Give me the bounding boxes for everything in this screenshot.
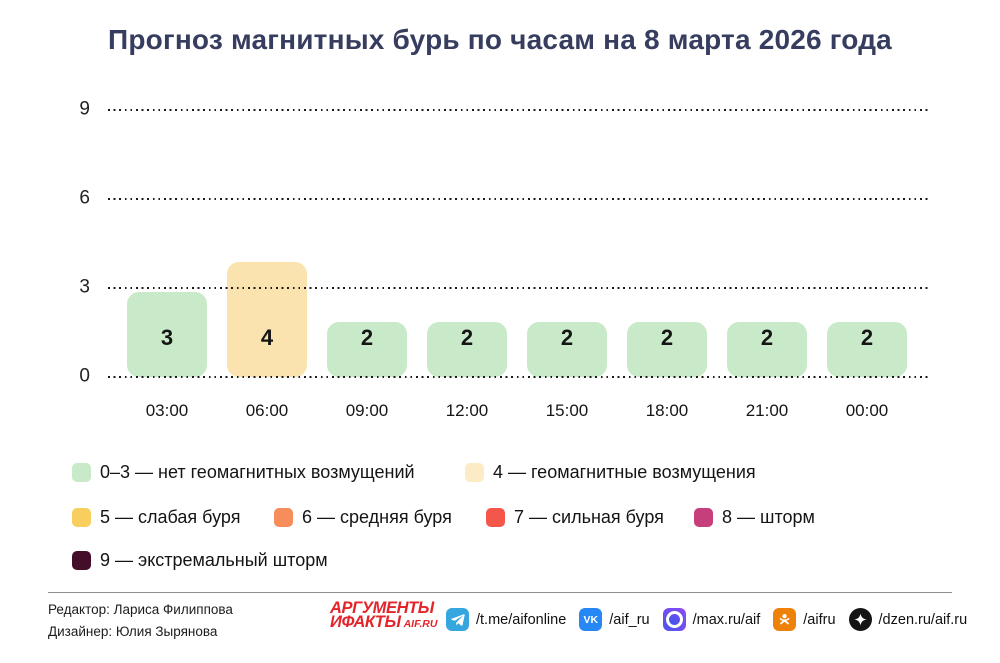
legend-label: 7 — сильная буря — [514, 506, 664, 527]
social-item: /t.me/aifonline — [446, 608, 566, 631]
footer-divider — [48, 592, 952, 593]
aif-logo-suffix: AIF.RU — [403, 618, 438, 630]
bar-value-label: 4 — [260, 324, 274, 350]
bar: 2 — [427, 321, 507, 377]
credits: Редактор: Лариса Филиппова Дизайнер: Юли… — [48, 599, 233, 643]
bar: 2 — [627, 321, 707, 377]
legend-swatch — [72, 462, 91, 482]
legend-label: 6 — средняя буря — [302, 506, 452, 527]
x-axis-label: 12:00 — [445, 401, 489, 420]
y-axis-tick: 3 — [79, 276, 90, 298]
designer-credit: Дизайнер: Юлия Зырянова — [48, 624, 218, 639]
gridline — [108, 376, 928, 378]
social-item: /max.ru/aif — [662, 608, 761, 631]
bar-value-label: 2 — [560, 324, 574, 350]
legend-item: 6 — средняя буря — [274, 507, 452, 527]
bar: 2 — [727, 321, 807, 377]
legend-label: 8 — шторм — [722, 506, 815, 527]
x-axis-label: 21:00 — [745, 401, 789, 420]
max-icon — [662, 608, 686, 631]
bar: 2 — [827, 321, 907, 377]
y-axis-tick: 6 — [79, 187, 90, 209]
social-handle: /max.ru/aif — [692, 611, 761, 628]
legend-label: 4 — геомагнитные возмущения — [493, 461, 756, 482]
bar-value-label: 3 — [160, 324, 174, 350]
gridline — [108, 286, 928, 289]
y-axis-tick: 0 — [79, 365, 90, 387]
bar-value-label: 2 — [660, 324, 674, 350]
editor-credit: Редактор: Лариса Филиппова — [48, 602, 233, 617]
legend-item: 4 — геомагнитные возмущения — [465, 462, 756, 482]
x-axis-label: 09:00 — [345, 401, 389, 420]
ok-icon — [773, 608, 797, 631]
legend-swatch — [72, 507, 91, 527]
x-axis-label: 00:00 — [845, 401, 889, 420]
legend-swatch — [486, 507, 505, 527]
gridline — [108, 197, 928, 200]
social-handle: /t.me/aifonline — [476, 611, 567, 628]
x-axis-label: 15:00 — [545, 401, 589, 420]
legend-item: 7 — сильная буря — [486, 507, 664, 527]
legend-item: 5 — слабая буря — [72, 507, 240, 527]
x-axis-label: 03:00 — [145, 401, 189, 420]
social-item: VK/aif_ru — [579, 608, 650, 631]
legend-swatch — [694, 507, 713, 527]
legend-label: 0–3 — нет геомагнитных возмущений — [100, 461, 415, 482]
dzen-icon — [848, 608, 872, 631]
bar: 2 — [327, 321, 407, 377]
chart-title: Прогноз магнитных бурь по часам на 8 мар… — [108, 24, 892, 55]
x-axis-label: 06:00 — [245, 401, 289, 420]
social-links: /t.me/aifonline VK/aif_ru/max.ru/aif/aifr… — [446, 608, 967, 631]
aif-logo: АРГУМЕНТЫ ИФАКТЫ AIF.RU — [330, 599, 438, 631]
bar-value-label: 2 — [460, 324, 474, 350]
social-handle: /dzen.ru/aif.ru — [878, 611, 968, 628]
telegram-icon — [446, 608, 469, 631]
legend-item: 8 — шторм — [694, 507, 815, 527]
bar-chart: 0 3 6 9 3 03:00 4 06:00 2 09:00 2 12:00 2 15:00 2 18:00… — [79, 98, 928, 420]
legend-item: 0–3 — нет геомагнитных возмущений — [72, 462, 415, 482]
social-handle: /aif_ru — [609, 611, 650, 628]
vk-icon: VK — [579, 608, 603, 631]
legend-swatch — [274, 507, 293, 527]
x-axis-label: 18:00 — [645, 401, 689, 420]
legend-label: 5 — слабая буря — [100, 506, 241, 527]
bar: 4 — [227, 262, 307, 377]
aif-logo-line2: ИФАКТЫ — [330, 613, 401, 631]
legend-swatch — [465, 462, 484, 482]
gridline — [108, 108, 928, 111]
aif-logo-line1: АРГУМЕНТЫ — [330, 599, 434, 617]
social-handle: /aifru — [803, 611, 836, 628]
social-item: /dzen.ru/aif.ru — [848, 608, 968, 631]
bar-value-label: 2 — [360, 324, 374, 350]
social-item: /aifru — [773, 608, 836, 631]
legend-label: 9 — экстремальный шторм — [100, 549, 328, 570]
y-axis-tick: 9 — [79, 98, 90, 120]
legend-swatch — [72, 550, 91, 570]
bar-value-label: 2 — [860, 324, 874, 350]
bar-value-label: 2 — [760, 324, 774, 350]
bar: 3 — [127, 291, 207, 377]
bar: 2 — [527, 321, 607, 377]
legend-item: 9 — экстремальный шторм — [72, 550, 328, 570]
